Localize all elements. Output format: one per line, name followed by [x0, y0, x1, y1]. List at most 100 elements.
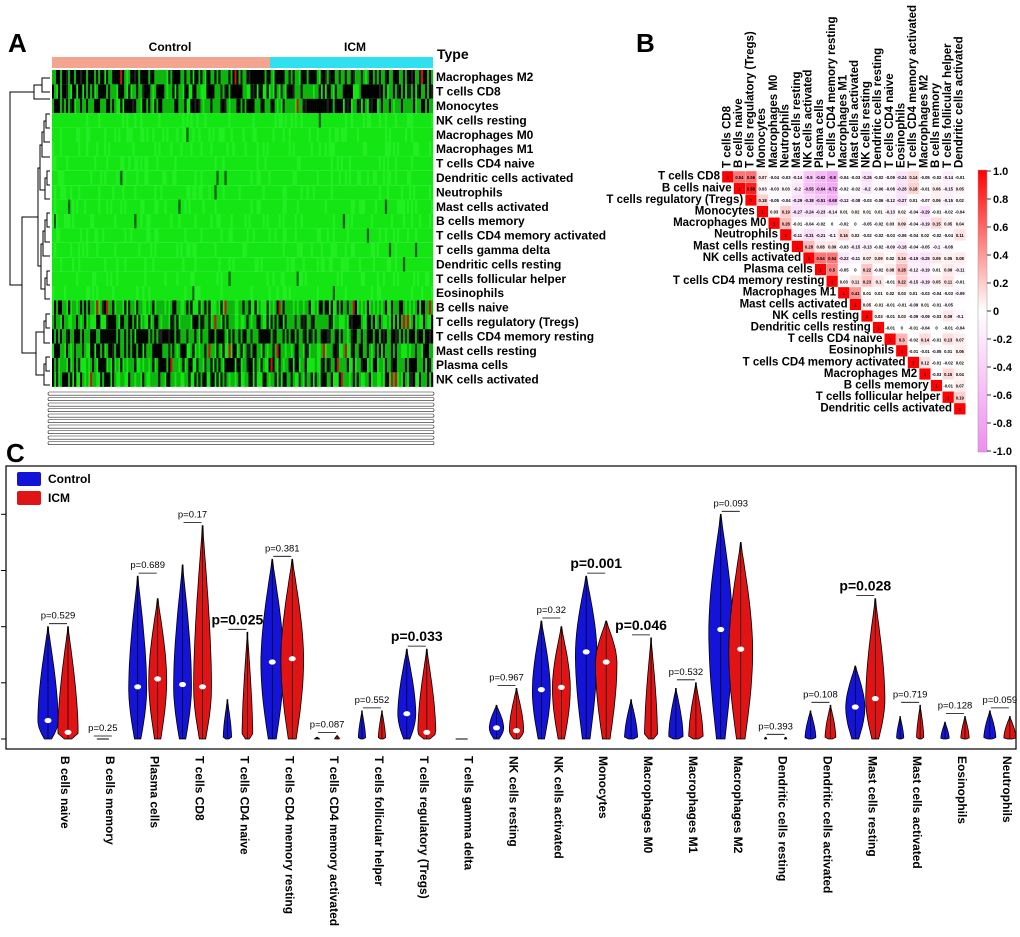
heatmap-cell: [180, 343, 183, 358]
heatmap-cell: [422, 314, 426, 330]
heatmap-cell: [196, 98, 199, 114]
heatmap-cell: [174, 329, 177, 344]
heatmap-cell: [368, 329, 372, 344]
corr-col-label: NK cells resting: [861, 81, 873, 168]
corr-value: 0.04: [956, 221, 965, 226]
heatmap-cell: [232, 84, 235, 99]
heatmap-cell: [412, 142, 416, 157]
heatmap-cell: [158, 329, 161, 344]
heatmap-cell: [214, 329, 217, 344]
heatmap-cell: [246, 70, 249, 85]
heatmap-cell: [140, 199, 143, 214]
heatmap-cell: [324, 70, 327, 85]
heatmap-cell: [148, 98, 151, 114]
heatmap-cell: [364, 142, 368, 157]
heatmap-cell: [348, 156, 351, 171]
heatmap-cell: [76, 127, 79, 142]
heatmap-cell: [56, 343, 59, 358]
heatmap-cell: [266, 214, 269, 229]
heatmap-cell: [190, 271, 193, 286]
heatmap-cell: [386, 358, 390, 373]
heatmap-cell: [198, 300, 201, 315]
heatmap-cell: [210, 98, 213, 114]
corr-value: 0.09: [944, 314, 953, 319]
heatmap-cell: [308, 84, 311, 99]
heatmap-cell: [234, 98, 237, 114]
heatmap-cell: [62, 185, 65, 200]
heatmap-cell: [316, 70, 319, 85]
heatmap-cell: [184, 343, 187, 358]
heatmap-cell: [420, 286, 424, 301]
heatmap-cell: [104, 358, 107, 373]
heatmap-cell: [128, 329, 131, 344]
heatmap-cell: [414, 142, 418, 157]
heatmap-cell: [130, 70, 133, 85]
heatmap-cell: [116, 271, 119, 286]
corr-value: 0.01: [863, 291, 872, 296]
heatmap-cell: [362, 329, 366, 344]
corr-value: 0.02: [886, 291, 895, 296]
heatmap-cell: [306, 372, 309, 387]
heatmap-cell: [72, 257, 75, 272]
corr-value: -0.08: [851, 198, 861, 203]
heatmap-cell: [72, 84, 75, 99]
heatmap-cell: [322, 372, 325, 387]
heatmap-cell: [210, 343, 213, 358]
heatmap-cell: [394, 242, 398, 258]
heatmap-cell: [284, 286, 287, 301]
heatmap-cell: [230, 372, 233, 387]
heatmap-cell: [178, 300, 181, 315]
heatmap-cell: [100, 329, 103, 344]
heatmap-cell: [312, 98, 315, 114]
heatmap-cell: [214, 185, 217, 200]
heatmap-cell: [256, 170, 259, 186]
heatmap-cell: [170, 314, 173, 330]
corr-value: -0.03: [781, 175, 791, 180]
corr-value: 0: [854, 221, 857, 226]
heatmap-cell: [210, 358, 213, 373]
heatmap-cell: [400, 98, 404, 114]
heatmap-cell: [236, 98, 239, 114]
heatmap-cell: [400, 329, 404, 344]
heatmap-cell: [214, 242, 217, 258]
heatmap-cell: [128, 343, 131, 358]
corr-value: -0.01: [932, 361, 942, 366]
heatmap-cell: [368, 372, 372, 387]
violin-control-median: [717, 626, 725, 633]
heatmap-cell: [210, 214, 213, 229]
sample-label-line: [47, 391, 435, 396]
heatmap-cell: [120, 84, 123, 99]
heatmap-cell: [94, 329, 97, 344]
heatmap-cell: [62, 300, 65, 315]
heatmap-cell: [242, 358, 245, 373]
heatmap-cell: [126, 98, 129, 114]
corr-value: -0.18: [897, 245, 907, 250]
heatmap-cell: [272, 343, 275, 358]
heatmap-cell: [340, 257, 343, 272]
heatmap-cell: [292, 98, 295, 114]
heatmap-cell: [338, 98, 341, 114]
heatmap-cell: [312, 329, 315, 344]
heatmap-cell: [406, 314, 410, 330]
heatmap-cell: [374, 98, 378, 114]
heatmap-cell: [64, 214, 67, 229]
sample-label-line: [47, 435, 435, 440]
control-group-label: Control: [149, 40, 192, 54]
heatmap-cell: [402, 300, 406, 315]
heatmap-cell: [360, 329, 364, 344]
corr-value: 0.11: [956, 233, 965, 238]
heatmap-cell: [322, 257, 325, 272]
heatmap-cell: [56, 98, 59, 114]
heatmap-cell: [194, 185, 197, 200]
corr-value: -0.09: [955, 291, 965, 296]
heatmap-cell: [164, 199, 167, 214]
heatmap-cell: [92, 329, 95, 344]
heatmap-cell: [264, 156, 267, 171]
heatmap-cell: [410, 98, 414, 114]
heatmap-cell: [222, 70, 225, 85]
heatmap-cell: [328, 343, 331, 358]
heatmap-cell: [242, 329, 245, 344]
corr-value: 0.02: [956, 198, 965, 203]
heatmap-cell: [106, 329, 109, 344]
